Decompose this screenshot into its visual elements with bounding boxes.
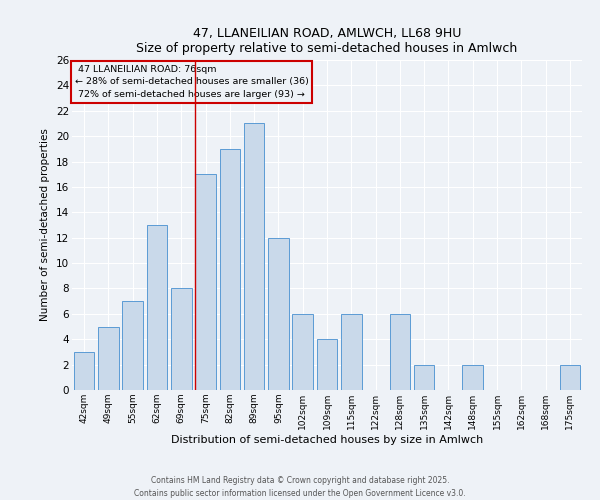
- Bar: [414, 364, 434, 390]
- Bar: [171, 288, 191, 390]
- Bar: [146, 225, 167, 390]
- Bar: [341, 314, 362, 390]
- Bar: [268, 238, 289, 390]
- Bar: [74, 352, 94, 390]
- Bar: [317, 339, 337, 390]
- Bar: [244, 124, 265, 390]
- Bar: [389, 314, 410, 390]
- Bar: [292, 314, 313, 390]
- Bar: [122, 301, 143, 390]
- Title: 47, LLANEILIAN ROAD, AMLWCH, LL68 9HU
Size of property relative to semi-detached: 47, LLANEILIAN ROAD, AMLWCH, LL68 9HU Si…: [136, 26, 518, 54]
- Bar: [98, 326, 119, 390]
- Y-axis label: Number of semi-detached properties: Number of semi-detached properties: [40, 128, 50, 322]
- Bar: [195, 174, 216, 390]
- Bar: [463, 364, 483, 390]
- Bar: [560, 364, 580, 390]
- X-axis label: Distribution of semi-detached houses by size in Amlwch: Distribution of semi-detached houses by …: [171, 434, 483, 444]
- Text: Contains HM Land Registry data © Crown copyright and database right 2025.
Contai: Contains HM Land Registry data © Crown c…: [134, 476, 466, 498]
- Text: 47 LLANEILIAN ROAD: 76sqm
← 28% of semi-detached houses are smaller (36)
 72% of: 47 LLANEILIAN ROAD: 76sqm ← 28% of semi-…: [74, 65, 308, 99]
- Bar: [220, 149, 240, 390]
